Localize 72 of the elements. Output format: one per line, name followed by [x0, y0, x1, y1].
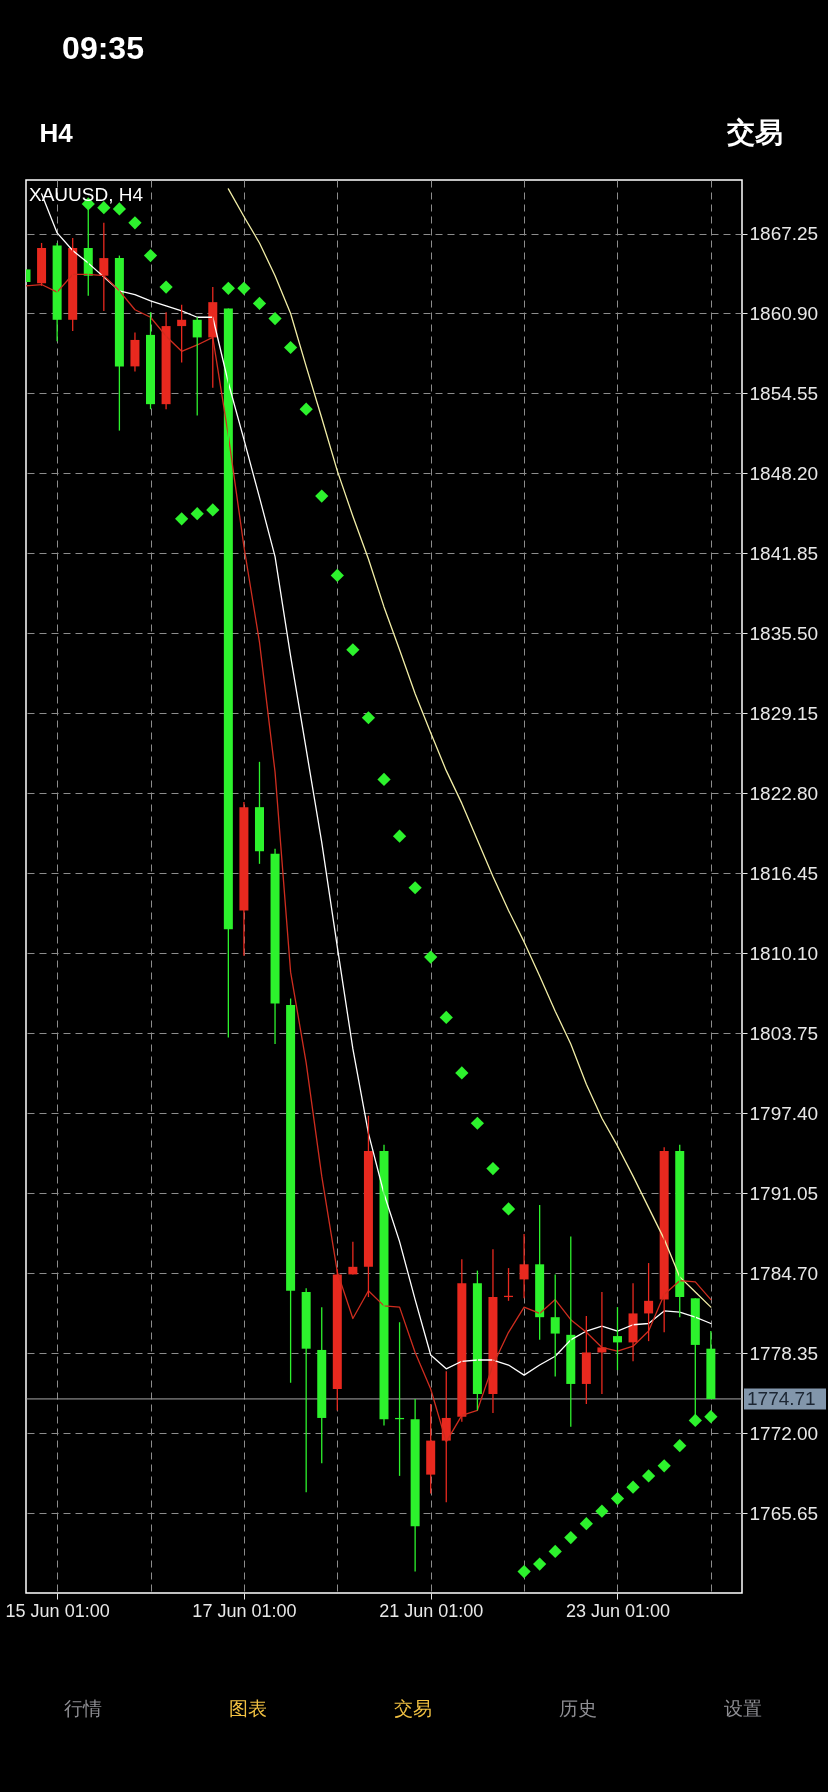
y-tick-label: 1854.55 — [749, 382, 819, 404]
y-tick-label: 1816.45 — [749, 862, 819, 884]
point — [533, 1557, 547, 1571]
y-tick-label: 1822.80 — [749, 782, 819, 804]
point — [626, 1480, 640, 1494]
point — [610, 1491, 625, 1506]
point — [657, 1459, 671, 1473]
point — [486, 1161, 500, 1176]
text: 交易 — [394, 1698, 432, 1719]
point — [704, 1410, 718, 1424]
y-tick-label: 1810.10 — [749, 942, 819, 964]
point — [315, 489, 329, 503]
point — [439, 1010, 453, 1025]
y-tick-label: 1835.50 — [749, 622, 819, 644]
text: 09:35 — [62, 30, 144, 66]
point — [112, 202, 127, 216]
point — [470, 1116, 485, 1130]
y-tick-label: 1803.75 — [749, 1022, 819, 1044]
text: 交易 — [726, 117, 783, 148]
point — [221, 281, 235, 295]
point — [268, 311, 282, 326]
y-tick-label: 1791.05 — [749, 1182, 819, 1204]
point — [299, 402, 313, 416]
point — [501, 1202, 516, 1216]
point — [175, 512, 189, 526]
point — [237, 281, 251, 295]
point — [283, 340, 298, 355]
point — [392, 829, 407, 843]
y-tick-label: 1860.90 — [749, 302, 819, 324]
text: 图表 — [229, 1698, 267, 1719]
x-tick-label: 15 Jun 01:00 — [5, 1600, 110, 1621]
point — [361, 711, 376, 725]
point — [641, 1469, 656, 1483]
y-tick-label: 1841.85 — [749, 542, 819, 564]
text: 历史 — [559, 1698, 597, 1719]
y-tick-label: 1778.35 — [749, 1342, 819, 1364]
point — [548, 1544, 562, 1559]
text: 设置 — [724, 1698, 762, 1719]
ref-line-label: 1774.71 — [747, 1387, 816, 1409]
y-tick-label: 1829.15 — [749, 702, 819, 724]
y-tick-label: 1797.40 — [749, 1102, 819, 1124]
point — [595, 1504, 609, 1518]
line-series — [227, 188, 712, 1308]
x-tick-label: 23 Jun 01:00 — [565, 1600, 671, 1621]
text: H4 — [39, 118, 74, 148]
point — [408, 881, 422, 895]
text: 行情 — [64, 1698, 102, 1719]
point — [128, 216, 142, 230]
candlestick — [581, 1315, 591, 1405]
point — [252, 296, 267, 311]
chart-title: XAUUSD, H4 — [29, 184, 144, 205]
point — [455, 1066, 469, 1080]
point — [564, 1530, 578, 1545]
point — [143, 248, 158, 263]
x-tick-label: 17 Jun 01:00 — [192, 1600, 297, 1621]
y-tick-label: 1784.70 — [749, 1262, 819, 1284]
point — [377, 772, 391, 787]
point — [673, 1439, 687, 1453]
y-tick-label: 1765.65 — [749, 1502, 819, 1524]
point — [206, 503, 220, 517]
y-tick-label: 1867.25 — [749, 223, 819, 245]
y-tick-label: 1848.20 — [749, 462, 819, 484]
point — [346, 643, 360, 657]
point — [159, 280, 173, 294]
point — [330, 568, 344, 583]
point — [424, 950, 438, 964]
candlestick — [550, 1273, 560, 1378]
point — [517, 1564, 531, 1579]
y-tick-label: 1772.00 — [749, 1422, 819, 1444]
x-tick-label: 21 Jun 01:00 — [379, 1600, 484, 1621]
point — [579, 1517, 593, 1531]
point — [190, 507, 204, 521]
